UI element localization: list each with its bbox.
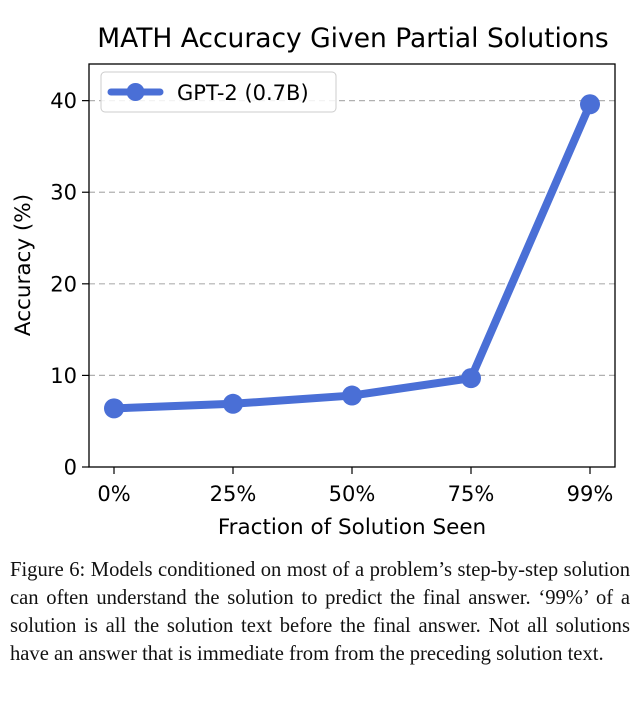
y-axis-ticks: 0 10 20 30 40 xyxy=(50,89,89,480)
x-tick-label-0: 0% xyxy=(97,482,130,506)
plot-frame xyxy=(88,63,616,468)
data-point-0-3 xyxy=(461,368,481,389)
figure-caption: Figure 6: Models conditioned on most of … xyxy=(10,559,630,665)
data-point-0-4 xyxy=(580,94,600,115)
series-lines xyxy=(104,94,600,419)
x-axis-label: Fraction of Solution Seen xyxy=(218,515,486,540)
series-line-0 xyxy=(110,100,594,413)
gridlines xyxy=(89,100,615,377)
x-tick-label-3: 75% xyxy=(448,482,495,506)
y-tick-label-0: 0 xyxy=(64,456,77,480)
x-tick-label-2: 50% xyxy=(329,482,376,506)
y-axis-label: Accuracy (%) xyxy=(11,194,36,336)
data-point-0-0 xyxy=(104,398,124,419)
x-tick-label-1: 25% xyxy=(210,482,257,506)
legend-marker-swatch xyxy=(126,83,145,101)
legend-box xyxy=(100,71,337,113)
data-point-0-1 xyxy=(223,393,243,414)
data-point-0-2 xyxy=(342,385,362,406)
accuracy-line-chart: MATH Accuracy Given Partial Solutions 0 1… xyxy=(11,23,616,540)
chart-title: MATH Accuracy Given Partial Solutions xyxy=(97,23,608,54)
x-tick-label-4: 99% xyxy=(567,482,614,506)
y-tick-label-40: 40 xyxy=(50,89,77,113)
x-axis-ticks: 0% 25% 50% 75% 99% xyxy=(97,467,613,506)
y-tick-label-10: 10 xyxy=(50,364,77,388)
y-tick-label-30: 30 xyxy=(50,181,77,205)
legend: GPT-2 (0.7B) xyxy=(100,71,337,113)
legend-label-gpt2: GPT-2 (0.7B) xyxy=(177,81,309,105)
y-tick-label-20: 20 xyxy=(50,272,77,296)
